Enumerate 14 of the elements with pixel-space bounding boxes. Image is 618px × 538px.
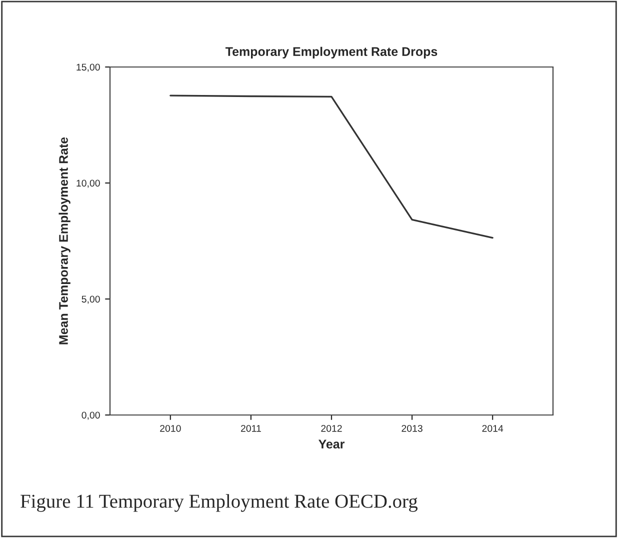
x-tick-label: 2014 — [482, 424, 504, 432]
y-tick-label: 15,00 — [76, 64, 100, 72]
x-tick-label: 2012 — [321, 424, 342, 432]
chart-title: Temporary Employment Rate Drops — [225, 46, 438, 58]
y-tick-label: 5,00 — [82, 296, 100, 304]
y-tick-label: 0,00 — [82, 412, 100, 420]
x-tick-label: 2013 — [402, 424, 422, 432]
caption: Figure 11 Temporary Employment Rate OECD.org — [20, 494, 418, 512]
y-tick-label: 10,00 — [76, 180, 100, 188]
x-tick-label: 2010 — [160, 424, 181, 432]
y-axis-title: Mean Temporary Employment Rate — [58, 137, 70, 344]
x-axis-title: Year — [318, 440, 345, 449]
x-tick-label: 2011 — [240, 424, 261, 432]
line-series — [170, 94, 494, 239]
